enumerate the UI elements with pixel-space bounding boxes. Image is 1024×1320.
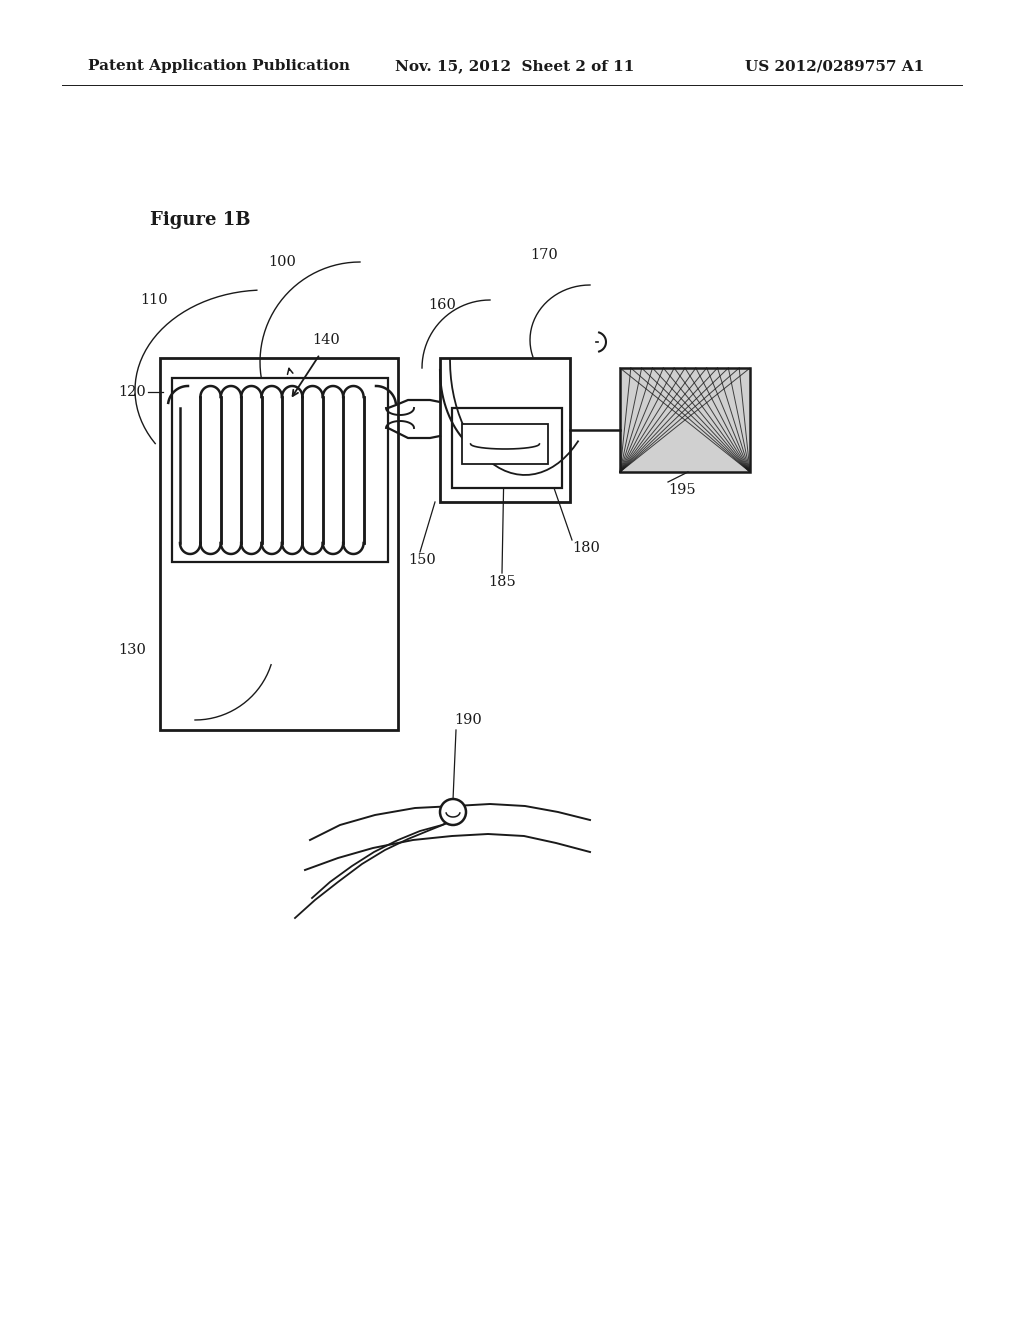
- Text: 100: 100: [268, 255, 296, 269]
- Text: Nov. 15, 2012  Sheet 2 of 11: Nov. 15, 2012 Sheet 2 of 11: [395, 59, 635, 73]
- Text: 120: 120: [118, 385, 145, 399]
- Bar: [172, 378, 388, 562]
- Text: 190: 190: [454, 713, 481, 727]
- Text: 140: 140: [312, 333, 340, 347]
- Text: 185: 185: [488, 576, 516, 589]
- Bar: [452, 408, 562, 488]
- Bar: [440, 358, 570, 502]
- Text: 150: 150: [408, 553, 436, 568]
- Bar: [462, 424, 548, 465]
- Text: Patent Application Publication: Patent Application Publication: [88, 59, 350, 73]
- Text: 170: 170: [530, 248, 558, 261]
- Text: 160: 160: [428, 298, 456, 312]
- Circle shape: [440, 799, 466, 825]
- Text: 180: 180: [572, 541, 600, 554]
- Bar: [160, 358, 398, 730]
- Text: Figure 1B: Figure 1B: [150, 211, 251, 228]
- Text: 195: 195: [668, 483, 695, 498]
- Bar: [620, 368, 750, 473]
- Text: US 2012/0289757 A1: US 2012/0289757 A1: [745, 59, 925, 73]
- Text: 110: 110: [140, 293, 168, 308]
- Text: 130: 130: [118, 643, 145, 657]
